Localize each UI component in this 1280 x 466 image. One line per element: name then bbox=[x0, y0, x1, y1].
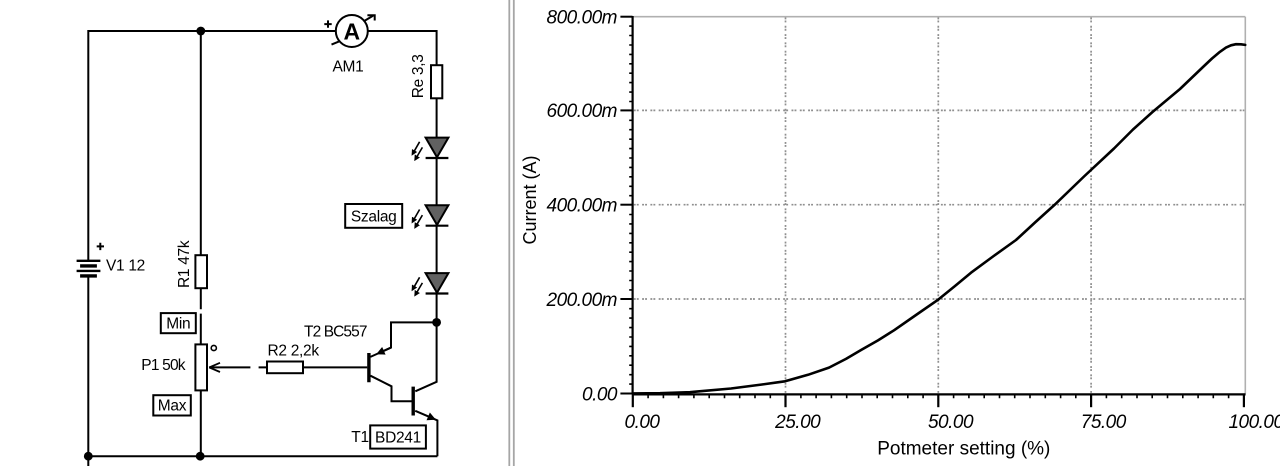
svg-text:Szalag: Szalag bbox=[351, 208, 397, 225]
svg-text:400.00m: 400.00m bbox=[547, 196, 617, 217]
svg-text:Max: Max bbox=[158, 398, 187, 415]
svg-text:75.00: 75.00 bbox=[1081, 412, 1127, 433]
svg-text:T1: T1 bbox=[351, 429, 369, 446]
svg-text:T2 BC557: T2 BC557 bbox=[304, 323, 367, 340]
svg-text:Min: Min bbox=[166, 315, 190, 332]
svg-text:200.00m: 200.00m bbox=[546, 290, 617, 311]
svg-text:BD241: BD241 bbox=[375, 429, 421, 446]
svg-text:50.00: 50.00 bbox=[928, 412, 974, 433]
svg-text:Re 3,3: Re 3,3 bbox=[410, 54, 427, 98]
svg-text:800.00m: 800.00m bbox=[547, 8, 617, 29]
svg-text:600.00m: 600.00m bbox=[547, 101, 617, 122]
svg-text:Current (A): Current (A) bbox=[520, 155, 540, 244]
svg-text:AM1: AM1 bbox=[333, 59, 364, 76]
svg-text:V1 12: V1 12 bbox=[106, 258, 145, 275]
svg-text:25.00: 25.00 bbox=[774, 412, 821, 433]
svg-text:0.00: 0.00 bbox=[582, 384, 618, 405]
svg-text:0.00: 0.00 bbox=[625, 412, 661, 433]
svg-text:100.00: 100.00 bbox=[1228, 412, 1280, 433]
svg-text:A: A bbox=[343, 19, 360, 45]
svg-text:R1 47k: R1 47k bbox=[176, 240, 193, 288]
svg-text:Potmeter setting (%): Potmeter setting (%) bbox=[877, 438, 1050, 459]
svg-text:P1 50k: P1 50k bbox=[141, 357, 186, 374]
svg-text:R2 2,2k: R2 2,2k bbox=[268, 342, 320, 359]
